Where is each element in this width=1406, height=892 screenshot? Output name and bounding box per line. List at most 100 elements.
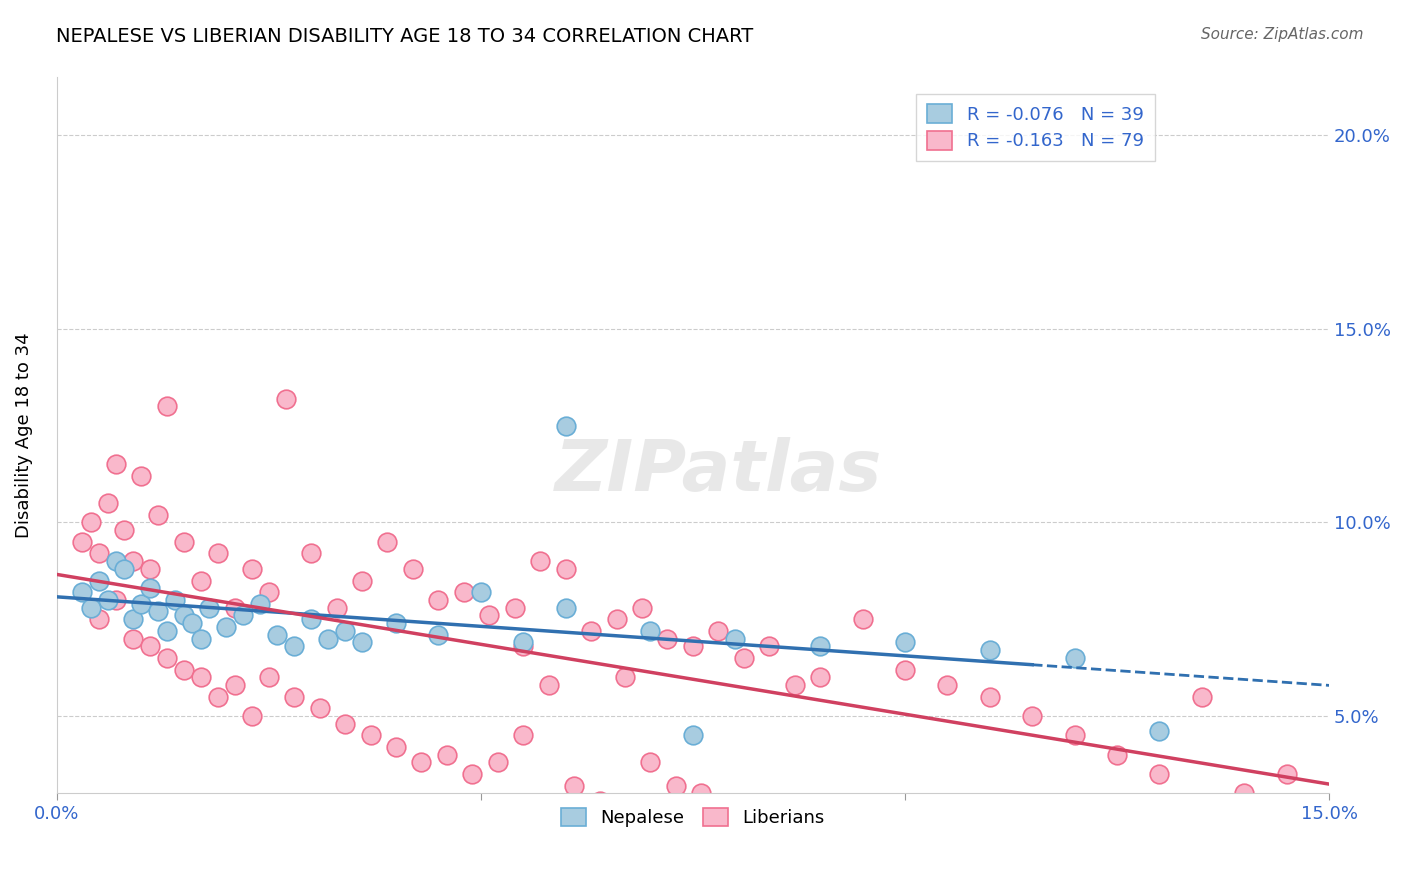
Point [588,794,610,808]
Point [537,678,560,692]
Point [299,612,322,626]
Point [350,635,373,649]
Point [156,624,179,638]
Point [512,728,534,742]
Point [333,624,356,638]
Point [190,632,212,646]
Point [181,616,204,631]
Point [808,670,831,684]
Point [96,496,118,510]
Point [299,546,322,560]
Point [190,670,212,684]
Point [325,600,347,615]
Point [139,562,162,576]
Point [614,670,637,684]
Point [156,400,179,414]
Point [249,597,271,611]
Point [385,616,408,631]
Point [190,574,212,588]
Point [486,756,509,770]
Point [266,628,288,642]
Point [105,458,128,472]
Point [1105,747,1128,762]
Point [240,562,263,576]
Point [114,523,136,537]
Point [1063,728,1085,742]
Point [851,612,873,626]
Point [1021,709,1043,723]
Point [122,632,145,646]
Point [979,690,1001,704]
Point [554,562,576,576]
Point [156,651,179,665]
Point [308,701,330,715]
Point [979,643,1001,657]
Point [232,608,254,623]
Point [436,747,458,762]
Point [70,534,93,549]
Point [503,600,526,615]
Point [173,663,195,677]
Point [631,600,654,615]
Point [139,581,162,595]
Point [274,392,297,406]
Legend: Nepalese, Liberians: Nepalese, Liberians [554,801,832,834]
Point [640,756,662,770]
Point [453,585,475,599]
Point [173,534,195,549]
Point [96,592,118,607]
Point [529,554,551,568]
Point [733,651,755,665]
Point [87,612,110,626]
Y-axis label: Disability Age 18 to 34: Disability Age 18 to 34 [15,333,32,538]
Point [283,640,305,654]
Point [350,574,373,588]
Point [894,635,917,649]
Point [690,786,713,800]
Point [87,574,110,588]
Point [148,605,170,619]
Point [114,562,136,576]
Point [427,628,450,642]
Point [1149,767,1171,781]
Point [605,612,627,626]
Point [131,469,153,483]
Point [224,600,246,615]
Point [665,779,688,793]
Point [461,767,484,781]
Point [207,690,229,704]
Point [316,632,339,646]
Point [682,640,704,654]
Text: ZIPatlas: ZIPatlas [554,437,882,506]
Point [783,678,806,692]
Point [87,546,110,560]
Point [512,635,534,649]
Point [70,585,93,599]
Point [148,508,170,522]
Point [257,585,280,599]
Point [579,624,602,638]
Point [554,418,576,433]
Point [131,597,153,611]
Point [411,756,433,770]
Point [79,600,101,615]
Point [640,624,662,638]
Point [105,554,128,568]
Point [215,620,238,634]
Point [402,562,425,576]
Point [105,592,128,607]
Text: Source: ZipAtlas.com: Source: ZipAtlas.com [1201,27,1364,42]
Point [360,728,382,742]
Point [385,739,408,754]
Point [333,716,356,731]
Point [808,640,831,654]
Point [682,728,704,742]
Point [224,678,246,692]
Point [512,640,534,654]
Point [79,516,101,530]
Point [470,585,492,599]
Text: NEPALESE VS LIBERIAN DISABILITY AGE 18 TO 34 CORRELATION CHART: NEPALESE VS LIBERIAN DISABILITY AGE 18 T… [56,27,754,45]
Point [758,640,780,654]
Point [707,624,730,638]
Point [894,663,917,677]
